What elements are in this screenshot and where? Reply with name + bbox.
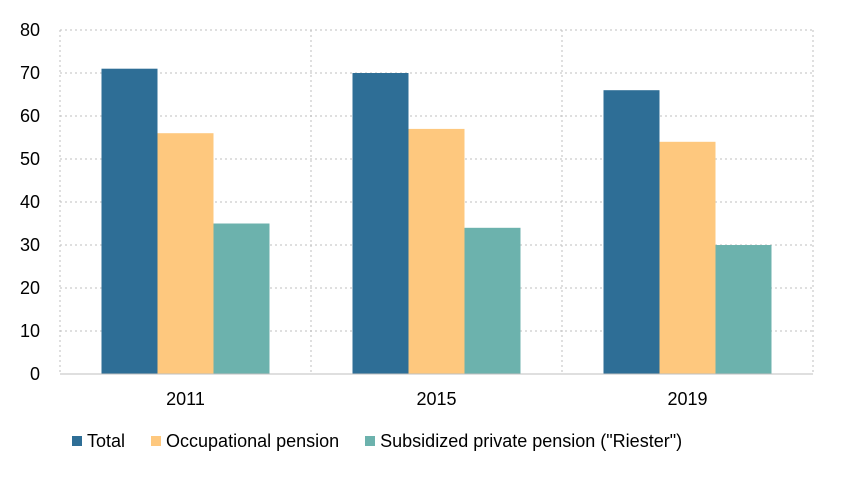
legend-item-occupational: Occupational pension: [151, 431, 339, 452]
y-tick-label-70: 70: [20, 63, 40, 83]
legend: Total Occupational pension Subsidized pr…: [72, 428, 682, 454]
y-tick-label-40: 40: [20, 192, 40, 212]
bar-2019-series-2: [715, 245, 772, 374]
x-tick-label-2011: 2011: [166, 389, 205, 409]
bar-2011-series-0: [101, 68, 158, 374]
y-tick-label-0: 0: [30, 364, 40, 384]
bar-2019-series-1: [659, 141, 716, 374]
y-axis-tick-labels: 0 10 20 30 40 50 60 70 80: [20, 20, 40, 384]
x-tick-label-2019: 2019: [667, 389, 707, 409]
legend-label-total: Total: [87, 430, 126, 451]
legend-label-occupational: Occupational pension: [166, 430, 340, 451]
bar-2015-series-1: [408, 128, 465, 374]
legend-item-total: Total: [72, 431, 125, 452]
bar-2011-series-1: [157, 133, 214, 374]
legend-swatch-occupational: [151, 436, 162, 446]
bar-2015-series-2: [464, 227, 521, 374]
y-tick-label-30: 30: [20, 235, 40, 255]
bar-2019-series-0: [603, 90, 660, 374]
y-tick-label-80: 80: [20, 20, 40, 40]
x-tick-label-2015: 2015: [416, 389, 456, 409]
y-tick-label-10: 10: [20, 321, 40, 341]
legend-label-riester: Subsidized private pension ("Riester"): [380, 430, 683, 451]
y-tick-label-20: 20: [20, 278, 40, 298]
legend-swatch-total: [72, 436, 82, 446]
y-tick-label-50: 50: [20, 149, 40, 169]
bars: [101, 68, 772, 374]
y-tick-label-60: 60: [20, 106, 40, 126]
x-axis-tick-labels: 2011 2015 2019: [166, 389, 707, 409]
legend-item-riester: Subsidized private pension ("Riester"): [365, 431, 682, 452]
bar-2015-series-0: [352, 73, 409, 374]
bar-2011-series-2: [213, 223, 270, 374]
legend-swatch-riester: [365, 436, 376, 446]
